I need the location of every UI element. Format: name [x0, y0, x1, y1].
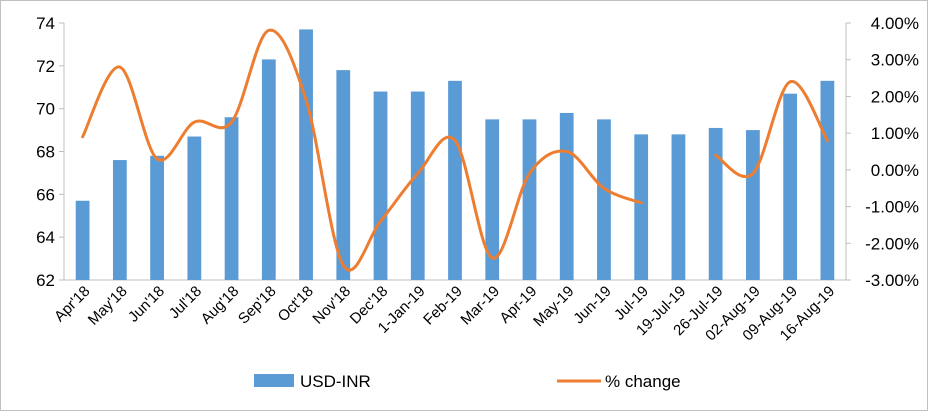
x-tick-label: Sep'18 — [235, 283, 280, 328]
line-series — [81, 28, 829, 272]
bar — [299, 29, 313, 280]
bar — [448, 80, 462, 280]
legend-swatch-usd-inr — [254, 374, 294, 387]
right-tick-label: 0.00% — [871, 161, 919, 180]
bar — [75, 200, 90, 280]
bar — [485, 119, 500, 280]
bar — [746, 130, 760, 280]
left-tick-label: 68 — [36, 143, 55, 162]
bar — [261, 59, 276, 281]
left-tick-label: 66 — [36, 185, 55, 204]
x-tick-label: Jun-19 — [570, 283, 614, 327]
bar — [559, 112, 574, 280]
left-tick-label: 74 — [36, 14, 55, 33]
bar — [783, 93, 798, 280]
line-segment — [714, 80, 829, 178]
right-tick-label: -1.00% — [865, 198, 919, 217]
bar-series — [75, 29, 835, 281]
right-tick-label: -2.00% — [865, 234, 919, 253]
x-tick-labels: Apr'18May'18Jun'18Jul'18Aug'18Sep'18Oct'… — [51, 283, 838, 345]
bar — [112, 160, 127, 280]
left-tick-label: 70 — [36, 100, 55, 119]
right-tick-labels: -3.00% -2.00% -1.00% 0.00% 1.00% 2.00% 3.00% 4.… — [846, 14, 919, 290]
x-tick-label: Nov'18 — [309, 283, 354, 328]
left-tick-label: 72 — [36, 57, 55, 76]
right-tick-label: -3.00% — [865, 271, 919, 290]
left-tick-label: 62 — [36, 271, 55, 290]
right-tick-label: 3.00% — [871, 51, 919, 70]
bar — [224, 117, 239, 280]
x-tick-label: Mar-19 — [457, 283, 503, 329]
bar — [410, 91, 425, 281]
x-tick-label: Aug'18 — [198, 283, 243, 328]
right-tick-label: 1.00% — [871, 124, 919, 143]
right-tick-label: 4.00% — [871, 14, 919, 33]
bar — [820, 80, 835, 280]
left-tick-labels: 62 64 66 68 70 72 74 — [36, 14, 64, 290]
x-tick-label: May'18 — [85, 283, 131, 329]
x-tick-label: Oct'18 — [275, 283, 317, 325]
bar — [150, 155, 164, 280]
bar — [597, 119, 611, 280]
x-tick-label: Feb-19 — [420, 283, 466, 329]
x-tick-label: Jun'18 — [125, 283, 168, 326]
bar — [708, 127, 723, 280]
bar — [522, 119, 537, 280]
right-tick-label: 2.00% — [871, 87, 919, 106]
bar — [187, 136, 202, 280]
bar — [634, 134, 649, 280]
bar — [336, 70, 351, 280]
legend-label-usd-inr: USD-INR — [300, 372, 371, 391]
bar — [373, 91, 388, 281]
bar — [671, 134, 686, 280]
legend-label-pct-change: % change — [605, 372, 681, 391]
line-segment — [81, 28, 643, 272]
legend: USD-INR % change — [254, 372, 681, 391]
x-tick-label: May-19 — [530, 283, 577, 330]
left-tick-label: 64 — [36, 228, 55, 247]
